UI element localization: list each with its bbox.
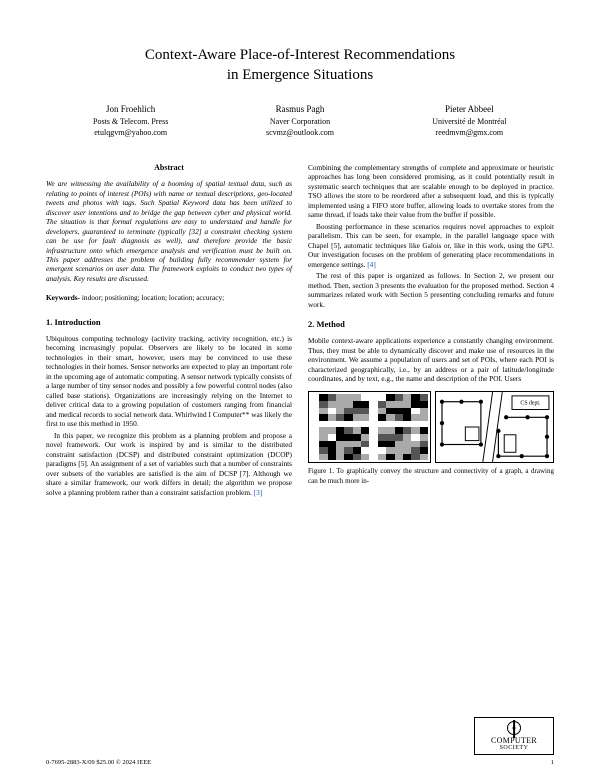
authors-block: Jon Froehlich Posts & Telecom. Press etu…	[46, 103, 554, 139]
abstract-body: We are witnessing the availability of a …	[46, 179, 292, 283]
page-footer: 0-7695-2883-X/09 $25.00 © 2024 IEEE 1	[46, 759, 554, 766]
ieee-logo: COMPUTER SOCIETY	[474, 717, 554, 755]
author-1-name: Jon Froehlich	[46, 103, 215, 115]
keywords-label: Keywords-	[46, 293, 80, 302]
author-3-affil: Université de Montréal	[385, 117, 554, 128]
logo-line-2: SOCIETY	[500, 745, 529, 751]
author-3: Pieter Abbeel Université de Montréal ree…	[385, 103, 554, 139]
author-3-email: reedmvm@gmx.com	[385, 128, 554, 139]
figure-panel-a-grid	[308, 391, 431, 463]
keywords-line: Keywords- indoor; positioning; location;…	[46, 293, 292, 302]
author-2: Rasmus Pagh Naver Corporation scvmz@outl…	[215, 103, 384, 139]
cs-dept-label: CS dept.	[520, 401, 541, 407]
paper-title: Context-Aware Place-of-Interest Recommen…	[46, 46, 554, 85]
author-2-email: scvmz@outlook.com	[215, 128, 384, 139]
figure-1: CS dept. Figure 1. To graphically convey…	[308, 391, 554, 485]
citation-link[interactable]: [3]	[254, 488, 263, 497]
right-column: Combining the complementary strengths of…	[308, 163, 554, 499]
keywords-text: indoor; positioning; location; location;…	[82, 293, 224, 302]
abstract-heading: Abstract	[46, 163, 292, 173]
section-1-heading: 1. Introduction	[46, 317, 292, 328]
page-number: 1	[551, 759, 554, 766]
map-svg: CS dept.	[436, 392, 553, 462]
citation-link-2[interactable]: [4]	[367, 260, 376, 269]
figure-panel-b-map: CS dept.	[435, 391, 554, 463]
right-para-1: Combining the complementary strengths of…	[308, 163, 554, 220]
right-para-3: The rest of this paper is organized as f…	[308, 271, 554, 309]
author-2-affil: Naver Corporation	[215, 117, 384, 128]
intro-para-1: Ubiquitous computing technology (activit…	[46, 334, 292, 429]
author-1-email: etulqgvm@yahoo.com	[46, 128, 215, 139]
left-column: Abstract We are witnessing the availabil…	[46, 163, 292, 499]
logo-line-1: COMPUTER	[491, 737, 537, 745]
figure-1-caption: Figure 1. To graphically convey the stru…	[308, 467, 554, 485]
author-2-name: Rasmus Pagh	[215, 103, 384, 115]
author-3-name: Pieter Abbeel	[385, 103, 554, 115]
two-column-body: Abstract We are witnessing the availabil…	[46, 163, 554, 499]
section-2-heading: 2. Method	[308, 319, 554, 330]
method-para-1: Mobile context-aware applications experi…	[308, 336, 554, 383]
footer-copyright: 0-7695-2883-X/09 $25.00 © 2024 IEEE	[46, 759, 151, 766]
author-1: Jon Froehlich Posts & Telecom. Press etu…	[46, 103, 215, 139]
right-para-2: Boosting performance in these scenarios …	[308, 222, 554, 269]
computer-society-icon	[507, 721, 521, 735]
figure-panels: CS dept.	[308, 391, 554, 463]
intro-para-2: In this paper, we recognize this problem…	[46, 431, 292, 497]
author-1-affil: Posts & Telecom. Press	[46, 117, 215, 128]
title-text: Context-Aware Place-of-Interest Recommen…	[145, 47, 455, 83]
page-container: Context-Aware Place-of-Interest Recommen…	[0, 0, 600, 519]
